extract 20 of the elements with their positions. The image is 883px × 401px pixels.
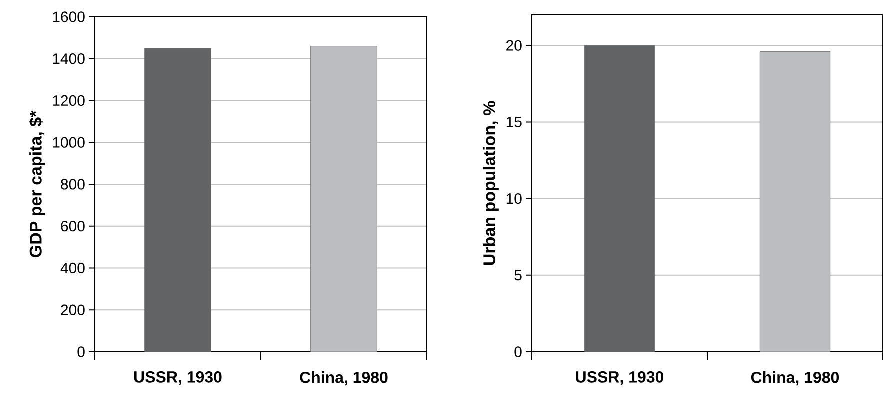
y-tick-label: 1200 [53,95,85,106]
y-tick-label: 10 [506,193,522,204]
y-tick-label: 200 [61,304,85,316]
y-tick-label: 0 [514,346,522,358]
y-tick-label: 1400 [53,54,85,64]
y-tick-label: 1600 [53,12,85,22]
y-tick-label: 20 [506,40,522,51]
y-tick-label: 800 [61,179,85,190]
y-tick-label: 1000 [53,137,85,148]
y-tick-label: 0 [78,346,85,358]
y-axis-title: Urban population, % [483,101,499,266]
x-tick-label: USSR, 1930 [576,372,664,386]
x-tick-label: China, 1980 [751,372,840,386]
y-tick-label: 400 [60,262,85,274]
x-tick-label: China, 1980 [300,372,388,386]
y-tick-label: 600 [61,221,85,232]
y-axis-title: GDP per capita, $* [29,110,46,258]
y-tick-label: 15 [506,116,522,128]
x-tick-label: USSR, 1930 [134,372,222,386]
y-tick-label: 5 [514,270,522,281]
